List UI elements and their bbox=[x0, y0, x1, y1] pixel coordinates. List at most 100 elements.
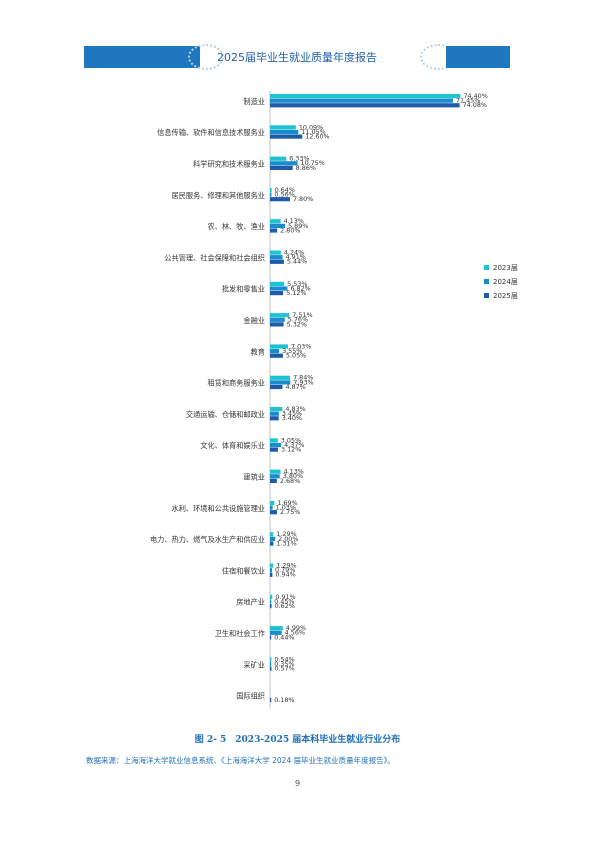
bar bbox=[270, 134, 303, 139]
legend-swatch bbox=[484, 279, 489, 284]
data-label: 0.64% bbox=[275, 186, 295, 194]
bar bbox=[270, 197, 290, 202]
bar bbox=[270, 604, 272, 609]
data-label: 0.44% bbox=[274, 633, 294, 641]
page-number: 9 bbox=[294, 779, 301, 788]
data-label: 3.05% bbox=[281, 436, 301, 444]
header-decor-left bbox=[84, 46, 200, 68]
data-label: 8.86% bbox=[296, 164, 316, 172]
category-label: 教育 bbox=[251, 347, 265, 356]
bar bbox=[270, 563, 274, 568]
data-label: 0.18% bbox=[274, 696, 294, 704]
category-label: 电力、热力、燃气及水生产和供应业 bbox=[150, 535, 265, 544]
bar bbox=[270, 344, 288, 349]
data-label: 5.05% bbox=[286, 352, 306, 360]
bar bbox=[270, 407, 283, 412]
data-label: 4.13% bbox=[284, 468, 304, 476]
data-label: 1.03% bbox=[276, 504, 296, 512]
data-label: 5.44% bbox=[287, 258, 307, 266]
bar bbox=[270, 380, 291, 385]
bar bbox=[270, 478, 277, 483]
category-label: 采矿业 bbox=[243, 660, 265, 669]
data-label: 3.12% bbox=[281, 446, 301, 454]
bar bbox=[270, 438, 278, 443]
bar bbox=[270, 286, 288, 291]
page-header: 2025届毕业生就业质量年度报告 bbox=[84, 44, 510, 70]
bar bbox=[270, 532, 274, 537]
bar bbox=[270, 594, 273, 599]
data-label: 7.93% bbox=[293, 378, 313, 386]
bar bbox=[270, 505, 273, 510]
bar bbox=[270, 411, 279, 416]
bar bbox=[270, 474, 280, 479]
header-ornament-left bbox=[188, 44, 224, 70]
bar bbox=[270, 161, 298, 166]
bar bbox=[270, 156, 287, 161]
data-label: 4.56% bbox=[285, 629, 305, 637]
data-source: 数据来源：上海海洋大学就业信息系统、《上海海洋大学 2024 届毕业生就业质量年… bbox=[86, 756, 395, 765]
bar bbox=[270, 353, 283, 358]
bar bbox=[270, 510, 278, 515]
category-label: 科学研究和技术服务业 bbox=[193, 160, 265, 169]
bar bbox=[270, 626, 283, 631]
header-decor-right bbox=[446, 46, 510, 68]
data-label: 0.94% bbox=[275, 571, 295, 579]
bar bbox=[270, 129, 299, 135]
bar bbox=[270, 281, 285, 286]
data-label: 6.82% bbox=[290, 284, 310, 292]
bar bbox=[270, 98, 453, 103]
category-label: 公共管理、社会保障和社会组织 bbox=[164, 253, 265, 262]
bar bbox=[270, 375, 291, 380]
bar bbox=[270, 635, 272, 640]
data-label: 0.79% bbox=[275, 566, 295, 574]
data-label: 10.75% bbox=[301, 159, 325, 167]
data-label: 71.45% bbox=[456, 97, 480, 105]
data-label: 10.09% bbox=[299, 123, 323, 131]
bar bbox=[270, 349, 280, 354]
bar bbox=[270, 250, 281, 255]
bar bbox=[270, 599, 272, 604]
data-label: 2.00% bbox=[278, 535, 298, 543]
data-label: 3.40% bbox=[282, 414, 302, 422]
bar bbox=[270, 630, 282, 635]
data-label: 4.13% bbox=[284, 217, 304, 225]
data-label: 5.89% bbox=[288, 222, 308, 230]
data-label: 1.31% bbox=[276, 539, 296, 547]
data-label: 74.40% bbox=[463, 92, 487, 100]
data-label: 5.32% bbox=[287, 320, 307, 328]
data-label: 0.45% bbox=[274, 597, 294, 605]
legend-swatch bbox=[484, 265, 489, 270]
data-label: 4.24% bbox=[284, 249, 304, 257]
bar bbox=[270, 469, 281, 474]
category-label: 农、林、牧、渔业 bbox=[207, 222, 265, 231]
data-label: 0.35% bbox=[274, 660, 294, 668]
data-label: 2.68% bbox=[280, 477, 300, 485]
bar bbox=[270, 657, 272, 662]
category-label: 卫生和社会工作 bbox=[215, 629, 265, 638]
data-label: 4.99% bbox=[286, 624, 306, 632]
data-label: 2.75% bbox=[280, 508, 300, 516]
category-label: 文化、体育和娱乐业 bbox=[200, 441, 265, 450]
bar bbox=[270, 697, 272, 703]
bar bbox=[270, 317, 285, 322]
category-label: 水利、环境和公共设施管理业 bbox=[172, 504, 265, 513]
bar bbox=[270, 384, 283, 390]
data-label: 5.76% bbox=[288, 316, 308, 324]
bar bbox=[270, 187, 272, 193]
bar bbox=[270, 666, 272, 671]
data-label: 4.37% bbox=[284, 441, 304, 449]
data-label: 0.62% bbox=[275, 602, 295, 610]
data-label: 74.08% bbox=[463, 101, 487, 109]
data-label: 6.33% bbox=[289, 155, 309, 163]
bar bbox=[270, 291, 284, 296]
data-label: 5.12% bbox=[286, 289, 306, 297]
bar bbox=[270, 125, 296, 130]
category-label: 居民服务、修理和其他服务业 bbox=[172, 191, 265, 200]
data-label: 4.91% bbox=[286, 253, 306, 261]
bar bbox=[270, 447, 278, 452]
data-label: 1.29% bbox=[276, 530, 296, 538]
data-label: 7.51% bbox=[292, 311, 312, 319]
data-label: 0.57% bbox=[274, 665, 294, 673]
legend-label: 2024届 bbox=[493, 278, 518, 286]
